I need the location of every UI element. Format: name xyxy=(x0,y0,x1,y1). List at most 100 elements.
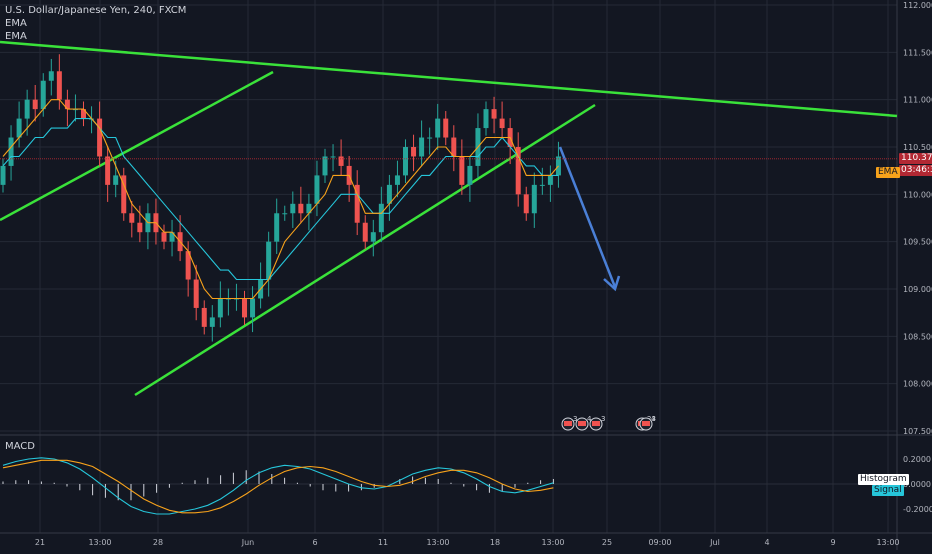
time-tick-label: 13:00 xyxy=(876,538,899,547)
candle-body xyxy=(24,99,30,119)
ema-legend-1[interactable]: EMA xyxy=(5,18,27,29)
price-tick-label: 108.000 xyxy=(903,380,932,389)
candle-body xyxy=(330,156,336,158)
candle-body xyxy=(515,147,521,195)
candle-body xyxy=(8,137,14,166)
ema-slow-line xyxy=(2,118,559,281)
candle-body xyxy=(97,118,103,157)
price-tick-label: 109.000 xyxy=(903,285,932,294)
candle-body xyxy=(137,222,143,233)
candle-body xyxy=(459,156,465,185)
candle-body xyxy=(282,213,288,215)
candle-body xyxy=(322,156,328,176)
candle-body xyxy=(121,175,127,214)
time-tick-label: 18 xyxy=(490,538,500,547)
price-tick-label: 109.500 xyxy=(903,238,932,247)
candle-body xyxy=(298,203,304,214)
event-flag-icon xyxy=(564,421,572,426)
candle-body xyxy=(370,232,376,242)
forecast-arrowhead xyxy=(603,275,621,292)
candle-body xyxy=(105,156,111,185)
macd-tick-label: 0.2000 xyxy=(903,455,931,464)
price-tick-label: 111.500 xyxy=(903,48,932,57)
candle-body xyxy=(209,317,215,327)
candle-body xyxy=(201,307,207,327)
candle-body xyxy=(411,147,417,157)
candle-body xyxy=(451,137,457,157)
candle-body xyxy=(161,232,167,242)
candle-body xyxy=(48,71,54,81)
time-tick-label: 6 xyxy=(312,538,317,547)
time-tick-label: 13:00 xyxy=(88,538,111,547)
candle-body xyxy=(242,298,247,318)
candle-body xyxy=(354,184,360,223)
chart-legend: U.S. Dollar/Japanese Yen, 240, FXCM EMA … xyxy=(5,4,186,43)
signal-line xyxy=(2,459,554,514)
time-tick-label: 4 xyxy=(764,538,769,547)
resistance-trendline xyxy=(0,40,898,118)
candle-body xyxy=(483,109,489,129)
event-count-label: 4 xyxy=(587,415,592,423)
histogram-tag: Histogram xyxy=(858,474,909,485)
candle-body xyxy=(547,175,553,185)
bar-countdown-tag: 03:46:33 xyxy=(899,165,932,176)
candle-body xyxy=(81,109,86,119)
time-tick-label: 13:00 xyxy=(426,538,449,547)
candle-body xyxy=(378,203,384,233)
event-count-label: 3 xyxy=(573,415,577,423)
candle-body xyxy=(290,203,296,214)
candle-body xyxy=(467,165,473,185)
candle-body xyxy=(539,184,545,186)
ema-legend-2[interactable]: EMA xyxy=(5,31,27,42)
event-flag-icon xyxy=(592,421,600,426)
price-tick-label: 111.000 xyxy=(903,96,932,105)
time-tick-label: 25 xyxy=(602,538,612,547)
last-price-tag: 110.375 xyxy=(899,153,932,164)
candle-body xyxy=(419,137,425,157)
time-tick-label: 13:00 xyxy=(541,538,564,547)
price-tick-label: 108.500 xyxy=(903,332,932,341)
candle-body xyxy=(64,99,70,110)
candle-body xyxy=(306,203,312,214)
symbol-title: U.S. Dollar/Japanese Yen, 240, FXCM xyxy=(5,5,187,16)
macd-legend[interactable]: MACD xyxy=(5,441,35,452)
forecast-arrow-shaft xyxy=(558,146,617,288)
candle-body xyxy=(338,156,344,166)
time-tick-label: Jul xyxy=(709,538,720,547)
ema-price-tag: EMA xyxy=(876,167,900,178)
candle-body xyxy=(40,80,46,110)
macd-tick-label: -0.2000 xyxy=(903,505,932,514)
price-tick-label: 112.000 xyxy=(903,1,932,10)
candle-body xyxy=(56,71,62,100)
event-count-label: 3 xyxy=(601,415,605,423)
event-flag-icon xyxy=(642,421,650,426)
event-flag-icon xyxy=(578,421,586,426)
candle-body xyxy=(314,175,320,204)
time-tick-label: 09:00 xyxy=(648,538,671,547)
candle-body xyxy=(443,118,449,138)
time-tick-label: Jun xyxy=(241,538,255,547)
macd-line xyxy=(2,457,554,515)
candle-body xyxy=(435,118,441,138)
candle-body xyxy=(113,175,119,185)
ema-fast-line xyxy=(2,99,559,300)
candle-body xyxy=(274,213,280,242)
candle-body xyxy=(32,99,38,110)
candle-body xyxy=(0,165,6,185)
candle-body xyxy=(531,184,537,214)
macd-tick-label: 0.0000 xyxy=(903,480,931,489)
signal-tag: Signal xyxy=(872,485,904,496)
candle-body xyxy=(217,298,223,318)
candle-body xyxy=(266,241,272,280)
candle-body xyxy=(193,279,199,308)
candle-body xyxy=(427,137,433,139)
candle-body xyxy=(16,118,22,138)
candle-body xyxy=(403,147,408,176)
candle-body xyxy=(169,232,175,242)
candle-body xyxy=(185,251,191,280)
candle-body xyxy=(386,184,392,204)
event-count-label: 4 xyxy=(651,415,656,423)
price-tick-label: 110.000 xyxy=(903,190,932,199)
